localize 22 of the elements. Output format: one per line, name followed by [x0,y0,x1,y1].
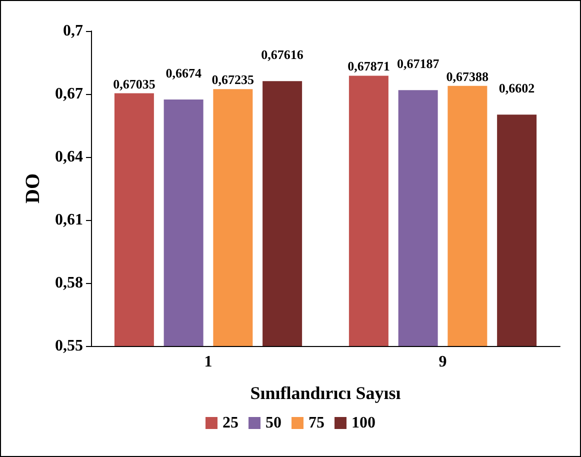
data-label: 0,67388 [446,68,490,84]
legend-label: 50 [266,414,282,432]
data-label: 0,67871 [348,58,390,74]
data-label: 0,67187 [396,56,440,72]
y-tick-label: 0,55 [55,338,83,354]
y-tick-label: 0,7 [63,22,83,40]
data-label: 0,67235 [212,72,255,88]
data-label: 0,67616 [261,47,304,62]
legend-label: 75 [308,414,324,432]
y-tick-label: 0,61 [55,212,83,228]
x-tick-label: 9 [438,354,447,370]
data-label: 0,6602 [498,80,535,96]
legend-label: 100 [352,414,376,432]
y-tick-label: 0,64 [55,148,83,166]
y-tick-label: 0,67 [55,86,83,102]
x-axis-title: Sınıflandırıcı Sayısı [250,383,401,403]
data-label: 0,67035 [113,76,156,92]
legend-label: 25 [222,414,238,432]
x-tick-label: 1 [204,354,212,370]
y-tick-label: 0,58 [55,274,83,292]
y-axis-title: DO [22,174,44,204]
data-label: 0,6674 [166,65,202,80]
